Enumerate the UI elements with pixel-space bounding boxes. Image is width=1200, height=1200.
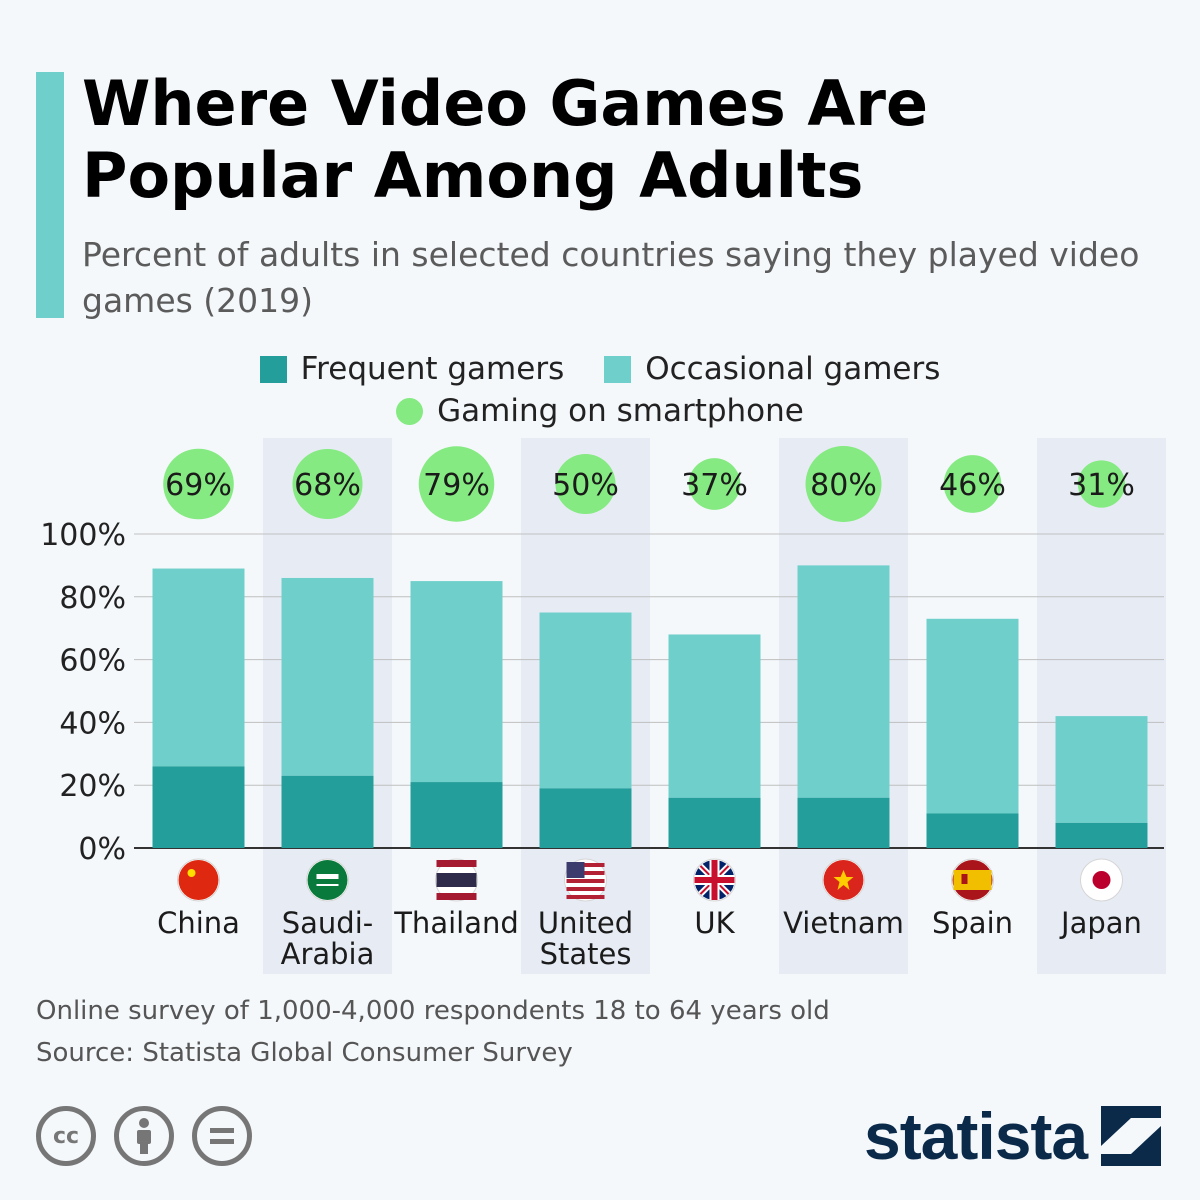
legend-item-frequent: Frequent gamers <box>259 351 565 387</box>
smartphone-bubble <box>163 448 234 520</box>
bar-frequent <box>1055 822 1148 848</box>
category-label: China <box>157 906 240 940</box>
category-label: UK <box>694 906 735 940</box>
legend-label-frequent: Frequent gamers <box>300 351 565 387</box>
logo-mark-icon <box>1101 1106 1162 1166</box>
category-label: Arabia <box>281 937 375 971</box>
bar-occasional <box>797 565 890 798</box>
flag-stripe <box>436 893 477 900</box>
flag-stripe <box>566 871 605 875</box>
smartphone-label: 46% <box>939 468 1006 503</box>
y-tick-label: 80% <box>59 581 126 616</box>
category-label: Thailand <box>393 906 519 940</box>
flag-stripe <box>436 860 477 867</box>
smartphone-label: 31% <box>1068 468 1135 503</box>
category-label: Vietnam <box>783 906 904 940</box>
legend-label-smartphone: Gaming on smartphone <box>437 393 804 429</box>
bar-occasional <box>1055 716 1148 823</box>
bar-frequent <box>539 788 632 848</box>
legend-swatch-occasional <box>604 355 632 383</box>
page-title: Where Video Games Are Popular Among Adul… <box>82 67 929 212</box>
flag-stripe <box>953 870 992 890</box>
smartphone-label: 50% <box>552 468 619 503</box>
smartphone-label: 37% <box>681 468 748 503</box>
smartphone-label: 68% <box>294 468 361 503</box>
flag-star <box>187 869 196 877</box>
flag-script <box>316 874 339 879</box>
flag-sword <box>316 884 339 886</box>
y-tick-label: 40% <box>59 706 126 741</box>
flag-coat-of-arms <box>961 874 968 884</box>
bar-frequent <box>281 775 374 848</box>
flag-stripe <box>436 873 477 887</box>
smartphone-bubble <box>418 446 495 522</box>
bar-occasional <box>281 577 374 776</box>
legend-swatch-frequent <box>259 355 287 383</box>
bar-frequent <box>797 797 890 848</box>
flag-stripe <box>566 887 605 891</box>
license-badges: cc <box>36 1106 270 1166</box>
smartphone-label: 79% <box>423 468 490 503</box>
y-tick-label: 20% <box>59 769 126 804</box>
legend-label-occasional: Occasional gamers <box>645 351 941 387</box>
flag-stripe <box>566 895 605 899</box>
attribution-icon[interactable] <box>114 1106 174 1166</box>
smartphone-bubble <box>688 458 741 510</box>
bar-occasional <box>539 612 632 789</box>
flag-field <box>307 860 348 900</box>
smartphone-label: 69% <box>165 468 232 503</box>
chart-footer: Online survey of 1,000-4,000 respondents… <box>36 990 830 1074</box>
bar-occasional <box>152 568 245 767</box>
flag-field <box>178 860 219 900</box>
bar-frequent <box>152 766 245 848</box>
flag-cross-red <box>711 860 718 900</box>
flag-stripe <box>566 863 605 867</box>
flag-disc <box>1092 871 1111 889</box>
smartphone-bubble <box>292 448 363 520</box>
statista-logo[interactable]: statista <box>864 1098 1162 1174</box>
category-label: Spain <box>932 906 1013 940</box>
legend-dot-smartphone <box>396 397 424 425</box>
flag-star <box>833 870 854 890</box>
bar-occasional <box>926 618 1019 814</box>
bar-frequent <box>668 797 761 848</box>
accent-bar <box>36 72 64 318</box>
page-subtitle: Percent of adults in selected countries … <box>82 235 1140 320</box>
cc-icon[interactable]: cc <box>36 1106 96 1166</box>
y-tick-label: 60% <box>59 644 126 679</box>
legend-item-smartphone: Gaming on smartphone <box>396 393 804 429</box>
flag-stripe <box>566 879 605 883</box>
smartphone-bubble <box>943 455 1002 513</box>
no-derivatives-icon[interactable] <box>192 1106 252 1166</box>
y-tick-label: 100% <box>40 518 126 553</box>
bar-occasional <box>668 634 761 798</box>
survey-note: Online survey of 1,000-4,000 respondents… <box>36 996 830 1026</box>
logo-text: statista <box>864 1099 1088 1173</box>
smartphone-bubble <box>555 453 616 515</box>
category-label: Japan <box>1059 906 1142 940</box>
source-note: Source: Statista Global Consumer Survey <box>36 1038 573 1068</box>
bar-frequent <box>410 782 503 848</box>
chart-legend: Frequent gamers Occasional gamers Gaming… <box>0 348 1200 432</box>
smartphone-bubble <box>1077 460 1126 508</box>
y-tick-label: 0% <box>78 832 126 867</box>
stacked-bar-chart: 0% 20% 40% 60% 80% 100% 69% China 68% Saudi-Arabi… <box>40 438 1166 974</box>
smartphone-label: 80% <box>810 468 877 503</box>
smartphone-bubble <box>805 446 882 522</box>
legend-item-occasional: Occasional gamers <box>604 351 940 387</box>
bar-frequent <box>926 813 1019 848</box>
category-label: Saudi- <box>282 906 374 940</box>
category-label: States <box>540 937 632 971</box>
category-label: United <box>538 906 633 940</box>
bar-occasional <box>410 581 503 783</box>
flag-canton <box>566 862 585 878</box>
